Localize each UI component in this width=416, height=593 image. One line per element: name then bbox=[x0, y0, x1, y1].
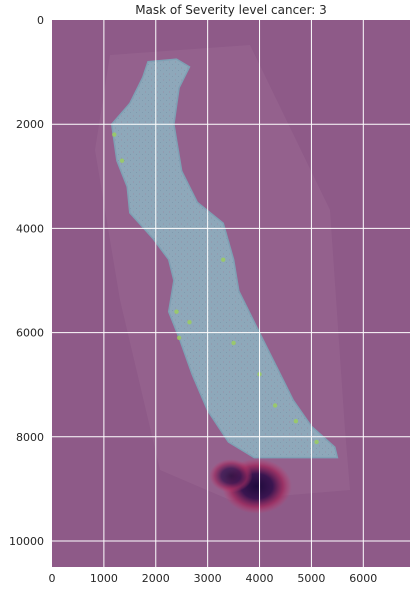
gland-speck bbox=[112, 132, 117, 137]
severity-hotspot bbox=[209, 459, 253, 493]
y-tick-label: 6000 bbox=[16, 327, 44, 340]
gland-speck bbox=[221, 257, 226, 262]
x-tick-label: 4000 bbox=[246, 572, 274, 585]
y-tick-label: 2000 bbox=[16, 118, 44, 131]
x-tick-label: 1000 bbox=[90, 572, 118, 585]
y-tick-label: 10000 bbox=[9, 535, 44, 548]
gland-speck bbox=[174, 309, 179, 314]
x-tick-label: 0 bbox=[49, 572, 56, 585]
x-tick-label: 3000 bbox=[194, 572, 222, 585]
y-tick-label: 0 bbox=[37, 14, 44, 27]
gland-speck bbox=[176, 335, 182, 340]
x-tick-label: 5000 bbox=[297, 572, 325, 585]
gland-speck bbox=[272, 403, 278, 408]
x-tick-label: 2000 bbox=[142, 572, 170, 585]
gland-speck bbox=[231, 340, 236, 346]
heatmap-image bbox=[52, 20, 410, 567]
gland-speck bbox=[187, 319, 192, 325]
grid bbox=[52, 20, 410, 567]
y-tick-label: 4000 bbox=[16, 222, 44, 235]
chart-title: Mask of Severity level cancer: 3 bbox=[135, 3, 327, 17]
gland-speck bbox=[293, 418, 299, 424]
gland-speck bbox=[119, 158, 125, 163]
x-tick-label: 6000 bbox=[349, 572, 377, 585]
gland-speck bbox=[314, 439, 319, 445]
y-tick-label: 8000 bbox=[16, 431, 44, 444]
ticks: 0 1000 2000 3000 4000 5000 6000 0 2000 4000 6000 80… bbox=[9, 14, 377, 585]
